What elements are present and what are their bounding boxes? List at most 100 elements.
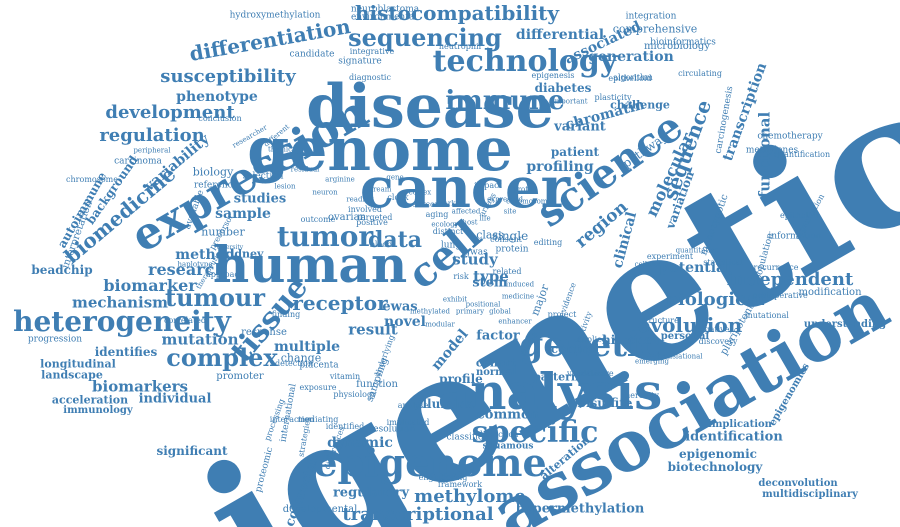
cloud-word: kidney (222, 247, 264, 261)
cloud-word: conclusion (198, 114, 242, 123)
cloud-word: circulating (678, 69, 722, 78)
cloud-word: placenta (299, 360, 339, 371)
cloud-word: phenotype (176, 89, 258, 105)
cloud-word: lung (440, 240, 462, 251)
cloud-word: response (241, 327, 287, 338)
cloud-word: arginine (325, 175, 355, 184)
cloud-word: postoperative (752, 291, 808, 300)
cloud-word: candidate (289, 49, 335, 60)
cloud-word: sample (215, 206, 271, 222)
cloud-word: regulatory (332, 485, 410, 501)
cloud-word: acceleration (51, 393, 129, 407)
cloud-word: epigenesis (531, 71, 575, 80)
cloud-word: regulation (99, 125, 205, 146)
cloud-word: data (367, 227, 423, 253)
cloud-word: host (462, 218, 478, 227)
cloud-word: potential (659, 260, 731, 276)
cloud-word: medicine (501, 292, 535, 301)
cloud-word: landscape (41, 368, 103, 382)
cloud-word: genetic (519, 325, 661, 365)
cloud-word: bisulfite (577, 396, 633, 410)
cloud-word: stem (472, 275, 508, 291)
cloud-word: function (356, 379, 398, 390)
cloud-word: class (476, 228, 504, 242)
cloud-word: translational (657, 352, 703, 361)
cloud-word: mutation (161, 330, 239, 349)
cloud-word: quantitative (675, 246, 719, 255)
cloud-word: histocompatibility (354, 1, 560, 25)
cloud-word: receptor (292, 291, 388, 315)
cloud-word: pattern (533, 370, 579, 384)
cloud-word: biotechnology (667, 460, 763, 474)
cloud-word: cohort (475, 356, 517, 370)
cloud-word: algorithm (613, 73, 653, 82)
cloud-word: reading (346, 195, 374, 204)
cloud-word: genome (247, 115, 513, 185)
cloud-word: comprehensive (612, 22, 698, 36)
cloud-word: positive (356, 218, 388, 227)
cloud-word: resolution (368, 424, 416, 435)
cloud-word: significant (156, 444, 228, 458)
cloud-word: cortex (408, 188, 432, 197)
cloud-word: correlated (163, 316, 207, 325)
cloud-word: enhancer (498, 317, 532, 326)
cloud-word: challenge (610, 98, 670, 112)
cloud-word: illumina (417, 397, 475, 411)
cloud-word: induced (505, 280, 535, 289)
cloud-word: site (503, 207, 517, 216)
cloud-word: variant (554, 119, 606, 135)
cloud-word: integration (625, 11, 677, 22)
cloud-word: global (489, 307, 511, 316)
cloud-word: bioinformatics (650, 37, 716, 48)
cloud-word: classifier (446, 432, 488, 443)
cloud-word: targeted (357, 213, 393, 222)
cloud-word: control (550, 342, 600, 356)
cloud-word: methylome (414, 486, 526, 507)
cloud-word: analyse (397, 401, 429, 410)
cloud-word: longitudinal (40, 357, 116, 371)
cloud-word: applied (577, 335, 607, 344)
cloud-word: outcome (300, 215, 336, 224)
cloud-word: dissection (477, 430, 519, 439)
cloud-word: deconvolution (758, 478, 838, 489)
cloud-word: neuron (312, 188, 338, 197)
cloud-word: statistical (703, 258, 743, 267)
cloud-word: histone (602, 333, 652, 347)
cloud-word: patient (550, 145, 600, 159)
cloud-word: important (552, 97, 588, 106)
cloud-word: identifies (94, 345, 158, 359)
cloud-word: recurrence (753, 263, 799, 272)
cloud-word: chromosomal (506, 197, 554, 206)
cloud-word: structure (641, 316, 679, 325)
cloud-word: novel (384, 314, 426, 330)
cloud-word: negative (694, 325, 730, 334)
cloud-word: mechanism (71, 293, 169, 312)
cloud-word: diabetes (534, 81, 592, 95)
cloud-word: epigenome (313, 440, 547, 485)
cloud-word: neuroblastoma (350, 4, 420, 15)
cloud-word: exhibit (442, 295, 468, 304)
cloud-word: affected (451, 207, 481, 216)
cloud-word: neutrophil (438, 42, 482, 51)
cloud-word: physiology (333, 390, 377, 399)
cloud-word: personal (660, 331, 710, 342)
cloud-word: marker (437, 199, 463, 208)
cloud-word: disease (306, 72, 554, 142)
cloud-word: quantification (773, 150, 831, 159)
cloud-word: experiment (646, 252, 694, 261)
cloud-word: cellular (634, 260, 662, 269)
cloud-word: engineering (418, 473, 468, 482)
cloud-word: methylenes (745, 145, 799, 156)
cloud-word: progression (27, 334, 83, 345)
cloud-word: environmental (350, 12, 418, 23)
cloud-word: biology (192, 165, 234, 179)
cloud-word: consent (490, 235, 522, 244)
cloud-word: factor (476, 328, 520, 344)
cloud-word: sarcoma (412, 200, 448, 209)
cloud-word: sequencing (348, 23, 502, 52)
cloud-word: common (476, 407, 540, 423)
cloud-word: signature (338, 56, 382, 67)
cloud-word: understanding (803, 319, 887, 330)
cloud-word: complex (166, 343, 278, 372)
cloud-word: change (280, 351, 322, 365)
